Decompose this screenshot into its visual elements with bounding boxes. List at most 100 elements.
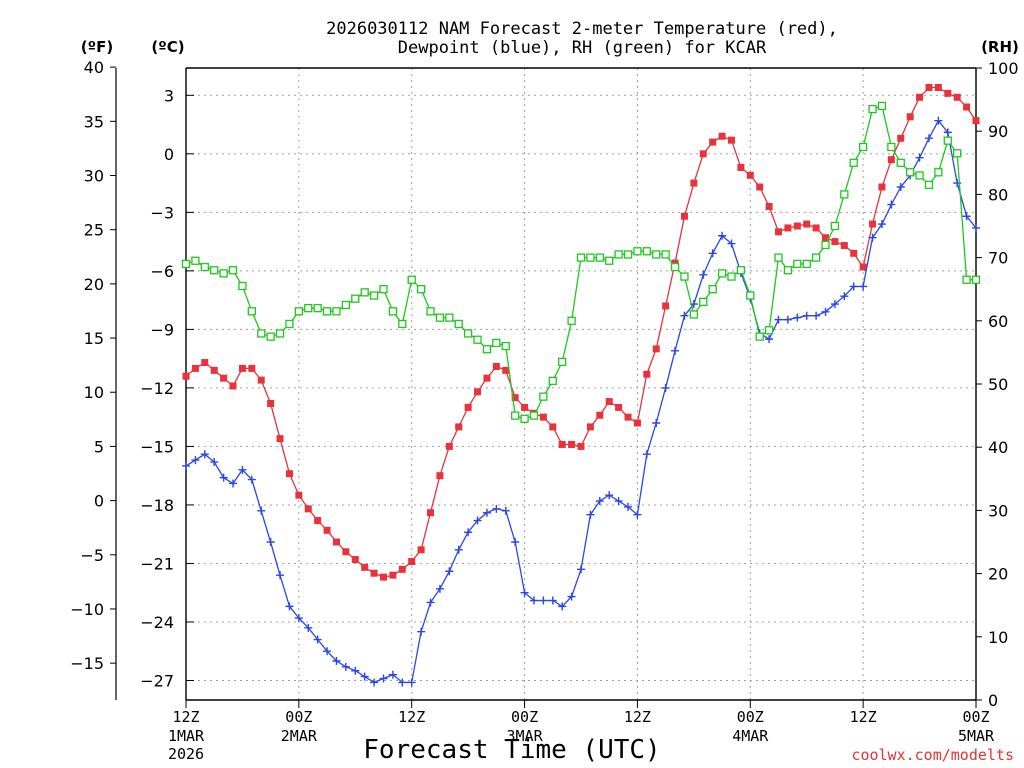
temperature-point [511, 394, 519, 402]
dewpoint-point [727, 239, 736, 248]
rh-point [304, 304, 313, 313]
temperature-point [257, 376, 265, 384]
temperature-point [840, 242, 848, 250]
fahrenheit-tick-label: 40 [84, 58, 104, 77]
rh-point [661, 250, 670, 259]
temperature-point [953, 93, 961, 101]
dewpoint-point [793, 313, 802, 322]
dewpoint-point [304, 623, 313, 632]
rh-point [811, 253, 821, 262]
temperature-point [887, 156, 895, 164]
rh-point [821, 240, 830, 250]
celsius-tick-label: 3 [164, 86, 174, 105]
dewpoint-point [896, 182, 905, 191]
x-tick-label-date: 3MAR [507, 727, 544, 745]
dewpoint-point [435, 584, 444, 593]
dewpoint-point [238, 465, 247, 474]
rh-point [915, 171, 924, 180]
temperature-point [737, 163, 745, 171]
dewpoint-point [708, 249, 717, 258]
rh-tick-label: 80 [988, 185, 1008, 204]
celsius-tick-label: 0 [164, 145, 174, 164]
rh-point [548, 376, 557, 385]
dewpoint-point [360, 672, 369, 681]
temperature-point [925, 84, 933, 92]
fahrenheit-tick-label: 30 [84, 167, 104, 186]
temperature-point [643, 370, 651, 378]
rh-point [473, 335, 482, 344]
rh-point [670, 262, 680, 272]
rh-point [219, 269, 228, 278]
dewpoint-point [774, 315, 783, 324]
rh-point [605, 256, 614, 265]
dewpoint-series [182, 116, 980, 687]
temperature-point [878, 183, 886, 191]
rh-point [858, 142, 868, 152]
rh-point [369, 291, 379, 300]
temperature-point [370, 569, 378, 577]
rh-point [539, 392, 548, 401]
temperature-point [605, 398, 613, 406]
x-tick-label-time: 00Z [737, 708, 764, 726]
dewpoint-point [210, 458, 219, 467]
dewpoint-point [802, 311, 811, 320]
fahrenheit-tick-label: 10 [84, 383, 104, 402]
temperature-point [633, 419, 641, 427]
rh-point [736, 266, 746, 275]
temperature-point [577, 442, 585, 450]
celsius-tick-label: −9 [150, 320, 174, 339]
fahrenheit-tick-label: −15 [70, 654, 104, 673]
rh-point [717, 269, 727, 278]
temperature-point [850, 249, 858, 257]
fahrenheit-tick-label: 25 [84, 221, 104, 240]
rh-point [934, 168, 943, 177]
temperature-point [652, 345, 660, 353]
celsius-tick-label: −15 [140, 437, 174, 456]
dewpoint-point [718, 231, 727, 240]
temperature-point [727, 136, 735, 144]
rh-point [924, 180, 934, 190]
fahrenheit-unit-label: (ºF) [81, 38, 113, 56]
temperature-point [304, 505, 312, 513]
rh-point [567, 316, 576, 325]
rh-point [426, 307, 435, 316]
temperature-point [276, 435, 284, 443]
temperature-point [455, 423, 463, 431]
dewpoint-point [313, 635, 322, 644]
rh-point [586, 253, 595, 262]
rh-point [482, 345, 492, 354]
rh-point [445, 313, 454, 322]
dewpoint-point [943, 128, 952, 137]
dewpoint-point [567, 592, 576, 601]
x-tick-label-year: 2026 [168, 745, 204, 763]
rh-point [501, 341, 510, 351]
celsius-tick-label: −3 [150, 203, 174, 222]
rh-tick-label: 90 [988, 122, 1008, 141]
temperature-point [474, 388, 482, 396]
dewpoint-point [605, 491, 614, 500]
temperature-point [380, 573, 387, 581]
rh-point [529, 411, 539, 420]
temperature-point [558, 440, 566, 448]
rh-point [558, 357, 567, 367]
dewpoint-point [548, 596, 557, 605]
dewpoint-point [266, 538, 275, 546]
rh-point [689, 310, 699, 319]
temperature-point [182, 372, 190, 380]
rh-point [416, 285, 426, 294]
dewpoint-point [182, 461, 190, 470]
temperature-point [398, 565, 406, 573]
dewpoint-point [558, 602, 567, 611]
dewpoint-point [624, 502, 633, 511]
dewpoint-point [388, 670, 397, 679]
dewpoint-point [821, 307, 830, 316]
rh-point [463, 329, 473, 338]
temperature-point [690, 179, 698, 187]
rh-point [962, 275, 971, 284]
temperature-point [464, 403, 472, 411]
temperature-point [756, 183, 764, 191]
dewpoint-point [877, 220, 886, 229]
rh-tick-label: 100 [988, 59, 1019, 78]
